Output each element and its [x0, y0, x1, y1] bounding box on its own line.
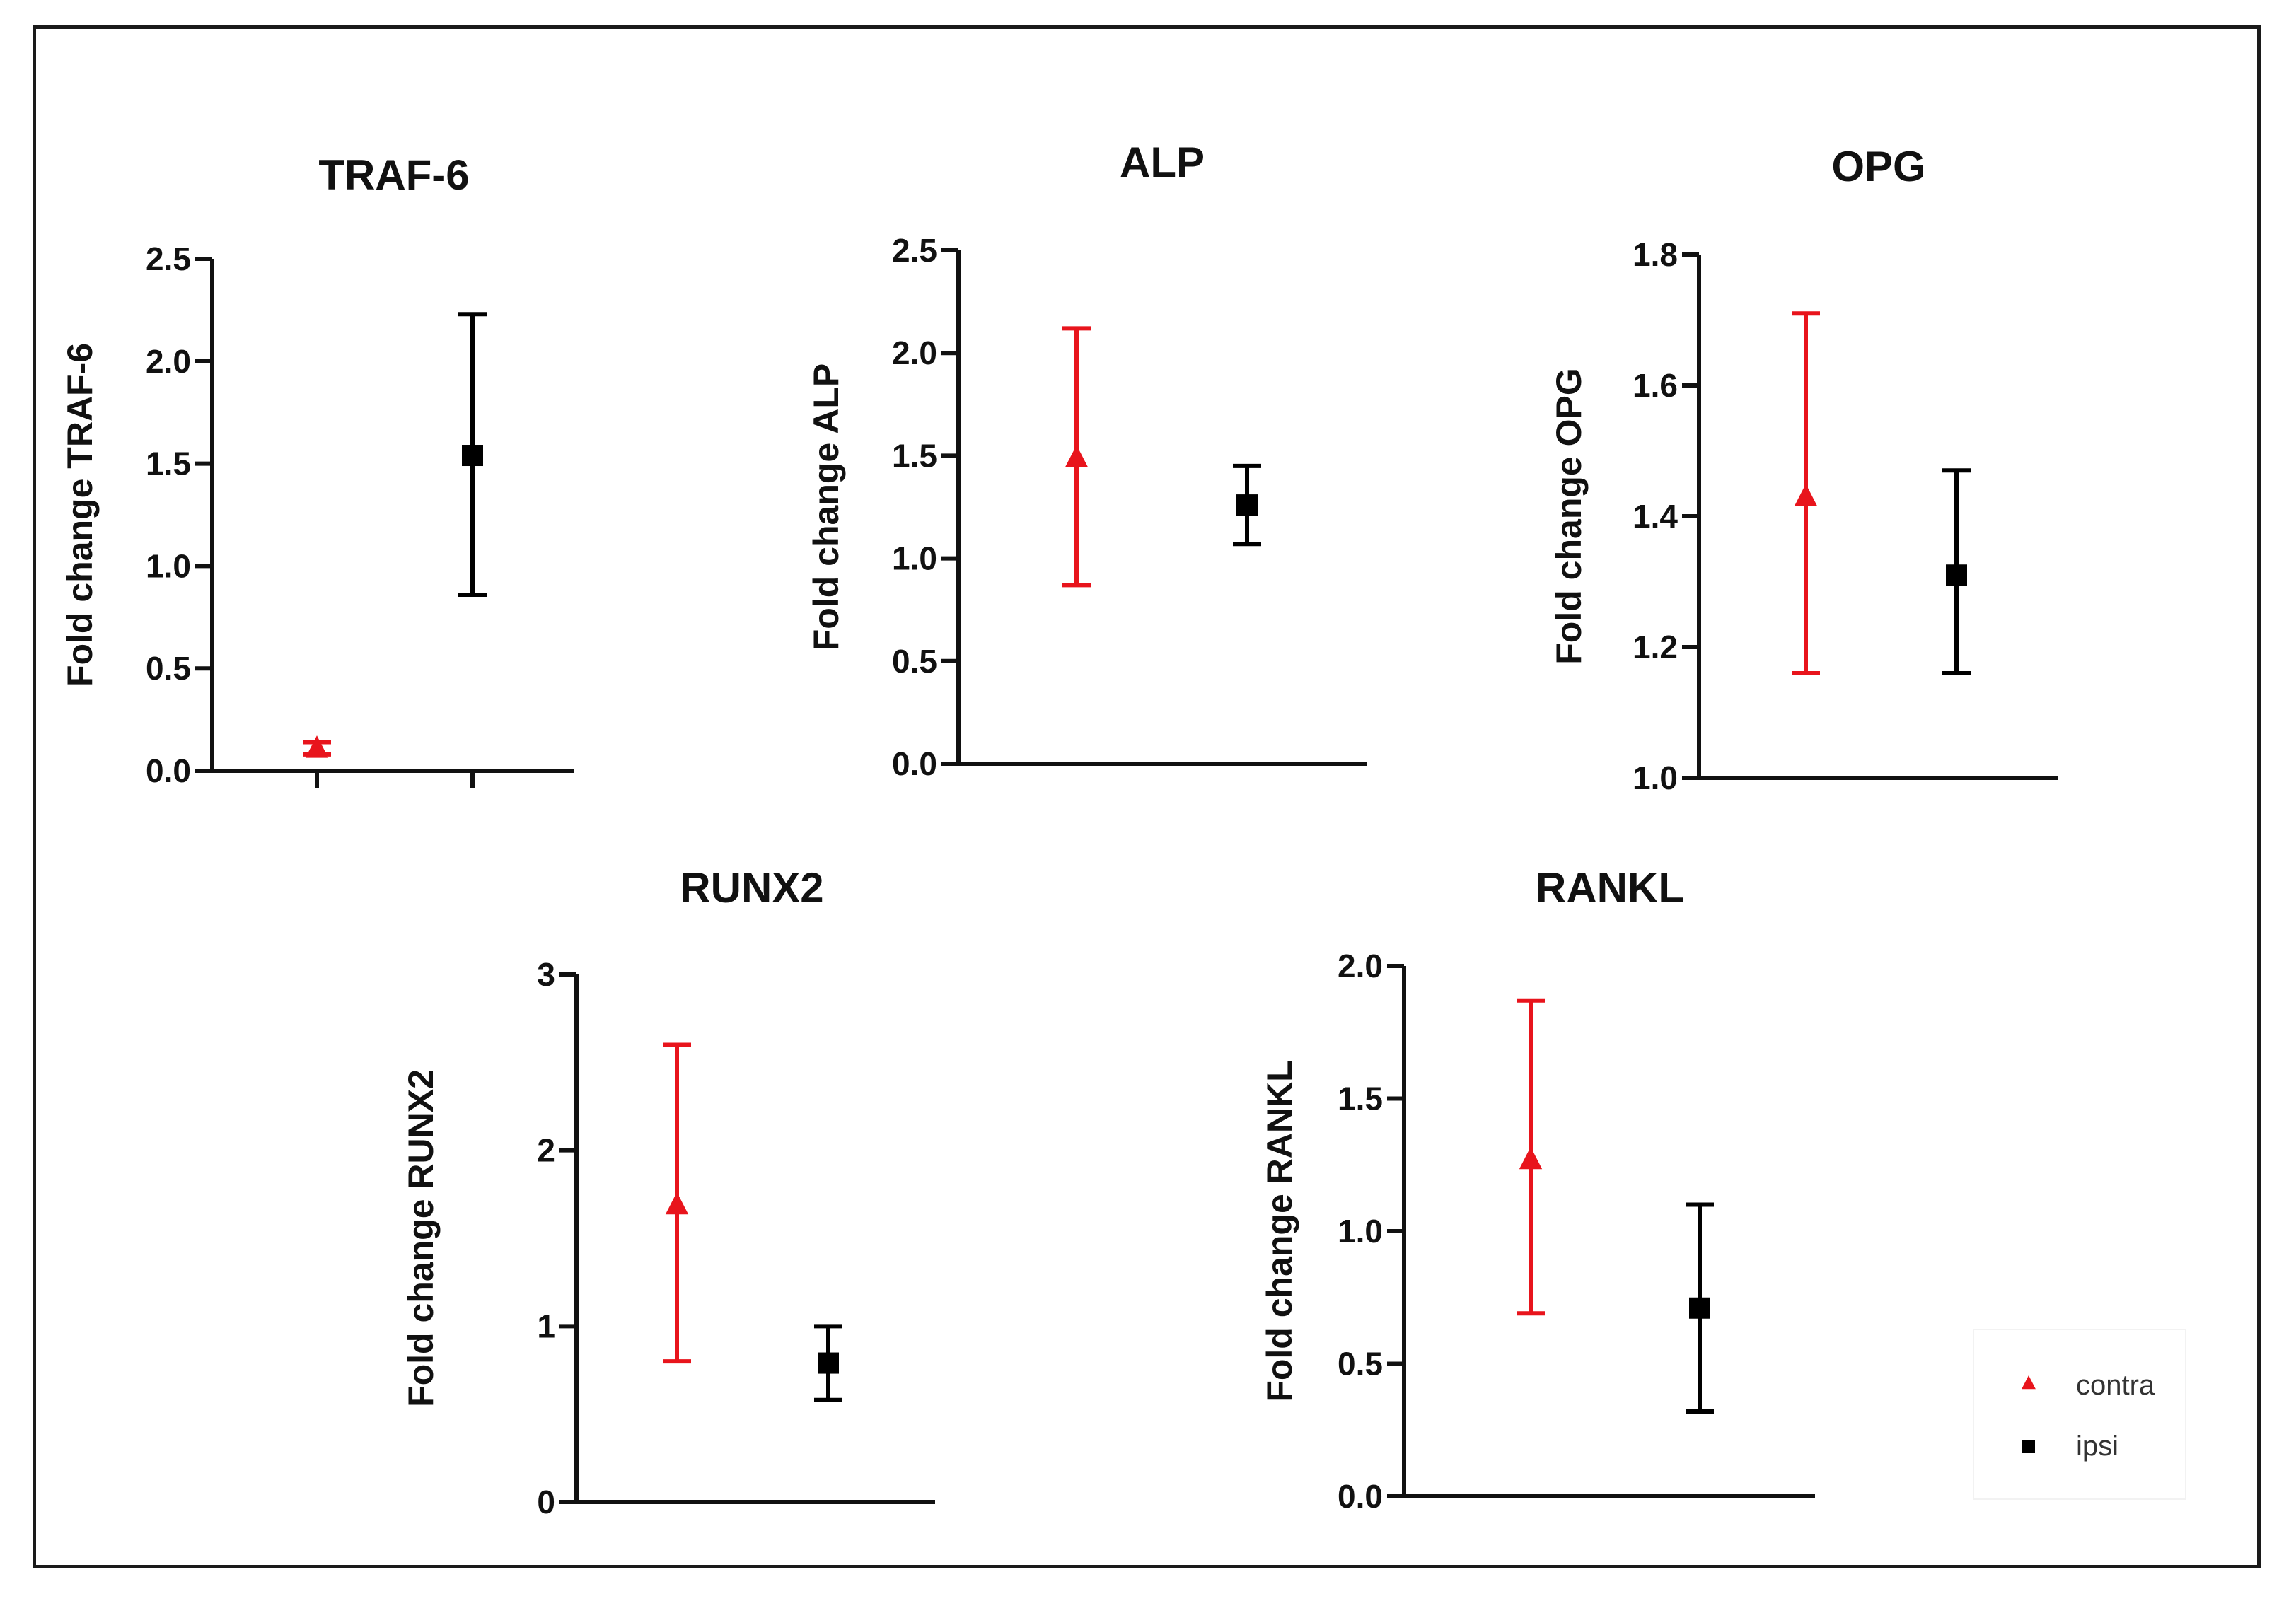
legend-label-contra: contra: [2076, 1370, 2155, 1401]
y-tick-label: 1.0: [1633, 759, 1678, 796]
y-tick-label: 2.0: [892, 334, 937, 371]
y-tick-label: 0.5: [892, 643, 937, 680]
y-tick-label: 0.0: [892, 745, 937, 782]
y-axis-label: Fold change RUNX2: [401, 1069, 441, 1407]
y-tick-label: 1.5: [1338, 1081, 1383, 1117]
y-tick-label: 2.0: [1338, 948, 1383, 984]
y-tick-label: 1.0: [1338, 1213, 1383, 1250]
y-axis-label: Fold change RANKL: [1260, 1060, 1299, 1402]
y-tick-label: 0.5: [1338, 1346, 1383, 1382]
y-tick-label: 2: [537, 1132, 555, 1169]
y-tick-label: 0: [537, 1484, 555, 1520]
data-point-ipsi: [1689, 1297, 1710, 1319]
y-tick-label: 1.2: [1633, 629, 1678, 665]
legend-label-ipsi: ipsi: [2076, 1431, 2118, 1462]
panel-title: TRAF-6: [318, 151, 469, 199]
legend-marker-ipsi: [2022, 1440, 2035, 1453]
y-axis-label: Fold change TRAF-6: [60, 343, 100, 687]
y-tick-label: 1.0: [146, 547, 191, 584]
y-tick-label: 1.4: [1633, 498, 1678, 535]
legend: contra ipsi: [1973, 1329, 2186, 1500]
data-point-ipsi: [818, 1352, 839, 1374]
y-tick-label: 2.5: [146, 240, 191, 277]
y-tick-label: 1.8: [1633, 236, 1678, 273]
panel-title: RANKL: [1536, 864, 1684, 912]
legend-marker-contra: [2022, 1375, 2036, 1390]
y-tick-label: 2.0: [146, 343, 191, 380]
panel-traf-6: TRAF-6 0.0 0.5 1.0 1.5 2.0 2.5 Fold change TRAF…: [60, 151, 574, 789]
panel-rankl: RANKL 0.0 0.5 1.0 1.5 2.0 Fold change RANKL: [1260, 864, 1815, 1515]
figure-frame: [33, 25, 2261, 1568]
y-tick-label: 1.5: [146, 446, 191, 482]
data-point-contra: [665, 1192, 689, 1215]
y-tick-label: 3: [537, 956, 555, 993]
legend-box: [1973, 1329, 2186, 1500]
y-tick-label: 2.5: [892, 232, 937, 269]
y-tick-label: 1: [537, 1308, 555, 1344]
data-point-ipsi: [462, 445, 483, 467]
y-axis-label: Fold change OPG: [1549, 368, 1589, 664]
y-axis-label: Fold change ALP: [806, 363, 846, 651]
panel-runx2: RUNX2 0 1 2 3 Fold change RUNX2: [401, 864, 935, 1520]
data-point-contra: [305, 735, 329, 758]
panel-alp: ALP 0.0 0.5 1.0 1.5 2.0 2.5 Fold change ALP: [806, 139, 1367, 782]
panel-title: RUNX2: [680, 864, 823, 912]
y-tick-label: 1.0: [892, 540, 937, 577]
data-point-contra: [1794, 484, 1818, 506]
y-tick-label: 0.0: [146, 752, 191, 789]
data-point-ipsi: [1946, 564, 1967, 586]
y-tick-label: 1.6: [1633, 367, 1678, 404]
panel-title: OPG: [1831, 143, 1925, 190]
y-tick-label: 0.5: [146, 650, 191, 687]
panel-title: ALP: [1120, 139, 1205, 186]
panel-opg: OPG 1.0 1.2 1.4 1.6 1.8 Fold change OPG: [1549, 143, 2058, 796]
y-tick-label: 0.0: [1338, 1478, 1383, 1515]
data-point-contra: [1519, 1146, 1543, 1170]
y-tick-label: 1.5: [892, 437, 937, 474]
data-point-contra: [1065, 445, 1089, 467]
data-point-ipsi: [1236, 494, 1258, 516]
